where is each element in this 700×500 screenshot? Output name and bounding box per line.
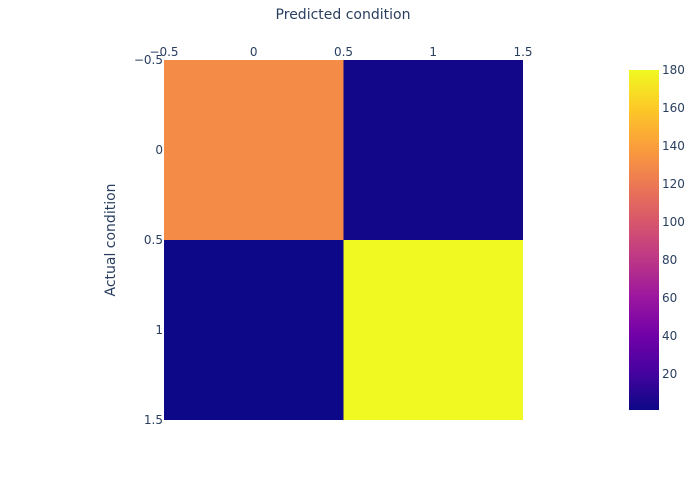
x-tick-label: 1 [429,45,437,59]
x-tick-label: 1.5 [513,45,532,59]
x-tick-label: −0.5 [149,45,178,59]
y-tick-label: 1.5 [144,413,163,427]
x-tick-label: 0.5 [334,45,353,59]
colorbar-tick-label: 140 [662,139,685,153]
y-tick-label: 1 [155,323,163,337]
x-axis-title: Predicted condition [276,7,411,23]
colorbar-tick-label: 180 [662,63,685,77]
colorbar [629,70,659,410]
heatmap-cells [164,60,523,420]
heatmap-cell-1-0 [164,240,344,420]
colorbar-tick-label: 60 [662,291,677,305]
colorbar-tick-label: 80 [662,253,677,267]
x-tick-labels: −0.5 0 0.5 1 1.5 [149,45,532,59]
colorbar-tick-label: 120 [662,177,685,191]
y-axis-title: Actual condition [103,183,119,296]
colorbar-tick-labels: 20 40 60 80 100 120 140 160 180 [662,63,685,381]
heatmap-cell-1-1 [343,240,523,420]
y-tick-label: −0.5 [134,53,163,67]
x-tick-label: 0 [250,45,258,59]
colorbar-tick-label: 40 [662,329,677,343]
colorbar-tick-label: 100 [662,215,685,229]
heatmap-cell-0-0 [164,60,344,240]
heatmap-cell-0-1 [343,60,523,240]
colorbar-tick-label: 160 [662,101,685,115]
y-tick-label: 0.5 [144,233,163,247]
y-tick-label: 0 [155,143,163,157]
colorbar-tick-label: 20 [662,367,677,381]
y-tick-labels: −0.5 0 0.5 1 1.5 [134,53,163,427]
